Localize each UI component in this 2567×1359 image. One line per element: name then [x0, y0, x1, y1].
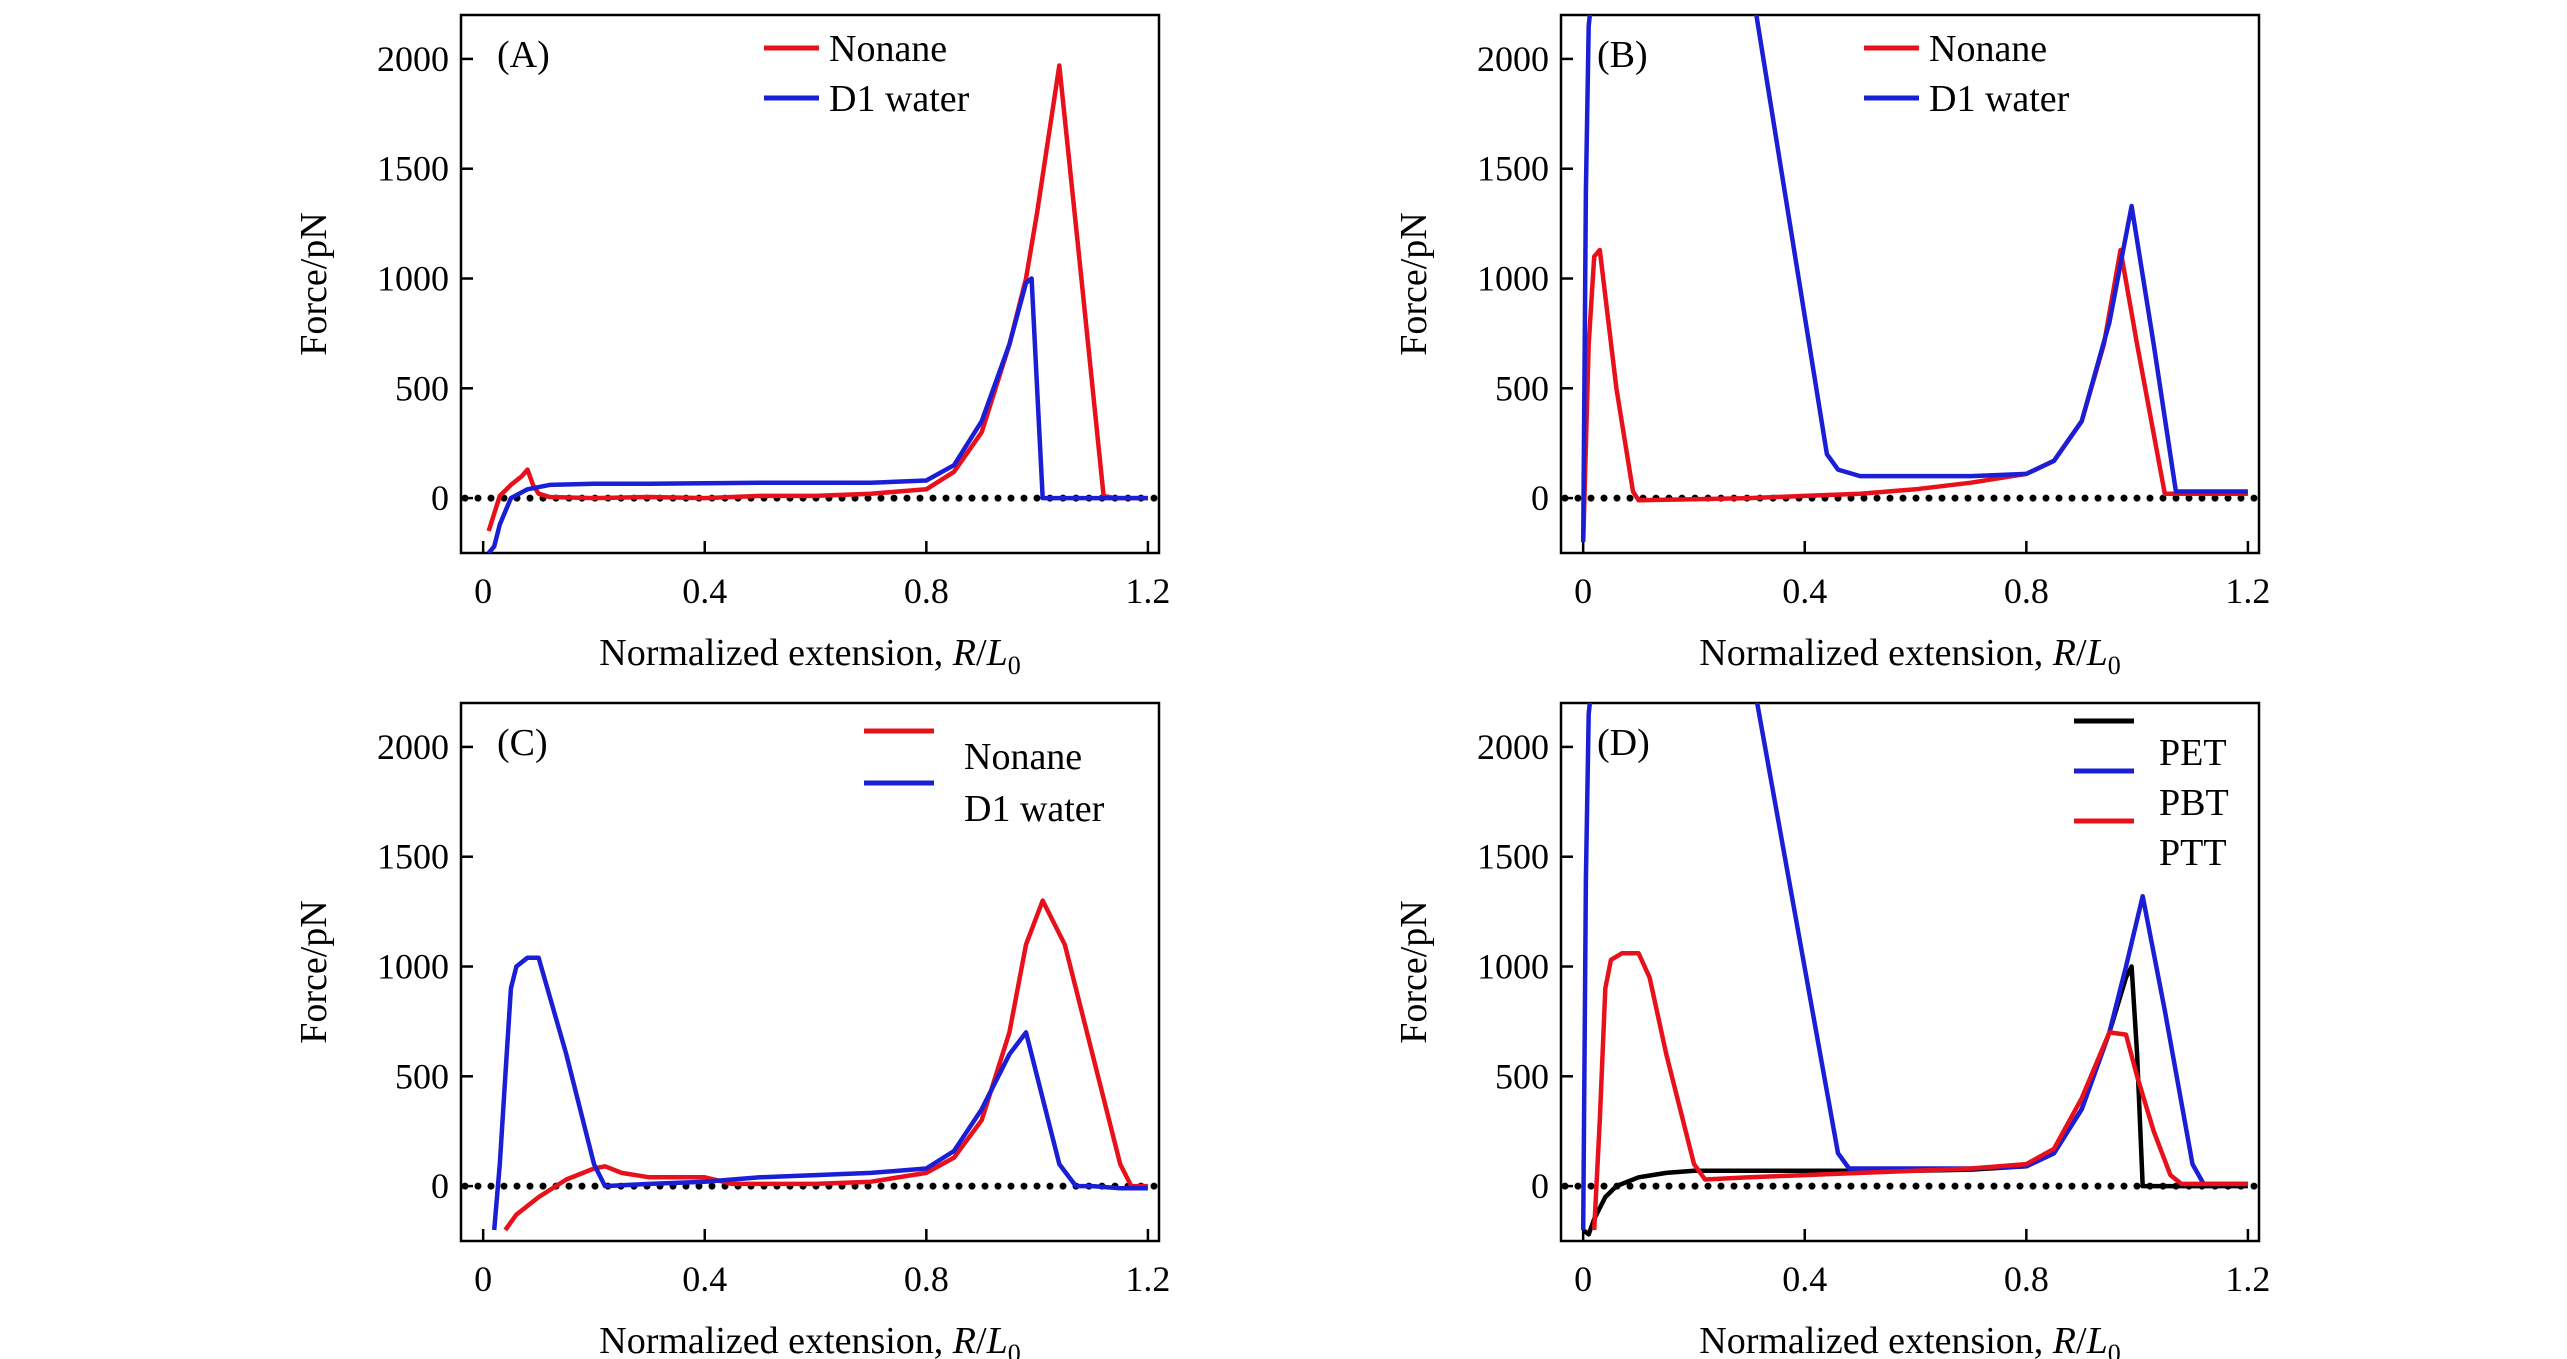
y-tick-label: 1000 — [1477, 947, 1549, 987]
x-tick-label: 0.4 — [1782, 571, 1827, 611]
plot-frame — [1559, 13, 2261, 555]
y-tick-label: 1000 — [377, 947, 449, 987]
plot-frame — [459, 701, 1161, 1243]
legend-label: Nonane — [964, 736, 1082, 778]
x-tick-label: 0.4 — [1782, 1259, 1827, 1299]
legend-label: PET — [2159, 732, 2227, 774]
y-tick-label: 1500 — [377, 149, 449, 189]
legend-label: PBT — [2159, 782, 2229, 824]
x-tick-label: 0 — [1574, 1259, 1592, 1299]
x-tick-label: 1.2 — [2225, 571, 2270, 611]
panel-label: (D) — [1597, 722, 1650, 764]
plot-frame — [1559, 701, 2261, 1243]
series-line-nonane — [1580, 247, 2248, 543]
y-tick-label: 2000 — [1477, 727, 1549, 767]
x-tick-label: 0.8 — [2004, 571, 2049, 611]
y-tick-label: 1000 — [1477, 259, 1549, 299]
y-axis-title: Force/pN — [293, 900, 335, 1044]
series-line-pet — [1581, 964, 2248, 1237]
x-tick-label: 0 — [474, 571, 492, 611]
panel-label: (A) — [497, 34, 550, 76]
x-tick-label: 0.8 — [904, 571, 949, 611]
y-tick-label: 2000 — [377, 727, 449, 767]
y-tick-label: 0 — [431, 1166, 449, 1206]
x-tick-label: 1.2 — [2225, 1259, 2270, 1299]
y-tick-label: 1500 — [1477, 149, 1549, 189]
series-line-d1-water — [491, 955, 1148, 1231]
series-line-d1-water — [486, 276, 1148, 553]
y-axis-title: Force/pN — [293, 212, 335, 356]
plot-frame — [459, 13, 1161, 555]
panel-label: (B) — [1597, 34, 1648, 76]
series-line-ptt — [1591, 951, 2248, 1231]
legend-label: PTT — [2159, 832, 2227, 874]
x-axis-title: Normalized extension, R/L0 — [1699, 1320, 2120, 1359]
legend-label: D1 water — [964, 788, 1105, 830]
legend: Nonane D1 water — [864, 728, 1105, 830]
y-tick-label: 500 — [1495, 368, 1549, 408]
y-tick-label: 0 — [1531, 1166, 1549, 1206]
x-tick-label: 0.8 — [904, 1259, 949, 1299]
x-tick-label: 0 — [474, 1259, 492, 1299]
y-tick-label: 2000 — [377, 39, 449, 79]
y-tick-label: 2000 — [1477, 39, 1549, 79]
legend-label: Nonane — [1929, 28, 2047, 70]
y-axis-title: Force/pN — [1393, 900, 1435, 1044]
panel-c: 0 0.4 0.8 1.2 0 500 1000 1500 2000 Force/pN Normal… — [293, 701, 1170, 1359]
x-tick-label: 0 — [1574, 571, 1592, 611]
x-axis-title: Normalized extension, R/L0 — [1699, 632, 2120, 680]
y-tick-label: 1000 — [377, 259, 449, 299]
x-tick-label: 0.4 — [682, 571, 727, 611]
series-line-d1-water — [1580, 15, 2248, 543]
panel-d: 0 0.4 0.8 1.2 0 500 1000 1500 2000 Force/pN Normal… — [1393, 701, 2270, 1359]
y-tick-label: 500 — [1495, 1056, 1549, 1096]
panel-b: 0 0.4 0.8 1.2 0 500 1000 1500 2000 Force/pN Normal… — [1393, 13, 2270, 680]
x-axis-title: Normalized extension, R/L0 — [599, 632, 1020, 680]
legend: Nonane D1 water — [764, 28, 970, 120]
legend-label: D1 water — [1929, 78, 2070, 120]
series-line-nonane — [503, 898, 1148, 1232]
y-tick-label: 0 — [431, 478, 449, 518]
legend: PET PBT PTT — [2074, 718, 2229, 874]
series-line-nonane — [486, 63, 1148, 532]
y-tick-label: 1500 — [377, 837, 449, 877]
legend-label: D1 water — [829, 78, 970, 120]
x-tick-label: 1.2 — [1125, 1259, 1170, 1299]
y-tick-label: 500 — [395, 1056, 449, 1096]
x-tick-label: 1.2 — [1125, 571, 1170, 611]
legend-label: Nonane — [829, 28, 947, 70]
y-tick-label: 500 — [395, 368, 449, 408]
y-tick-label: 1500 — [1477, 837, 1549, 877]
series-line-pbt — [1580, 703, 2248, 1231]
x-tick-label: 0.8 — [2004, 1259, 2049, 1299]
x-axis-title: Normalized extension, R/L0 — [599, 1320, 1020, 1359]
legend: Nonane D1 water — [1864, 28, 2070, 120]
panel-a: 0 0.4 0.8 1.2 0 500 1000 1500 2000 Force/pN Normal… — [293, 13, 1170, 680]
x-tick-label: 0.4 — [682, 1259, 727, 1299]
y-axis-title: Force/pN — [1393, 212, 1435, 356]
panel-label: (C) — [497, 722, 548, 764]
y-tick-label: 0 — [1531, 478, 1549, 518]
